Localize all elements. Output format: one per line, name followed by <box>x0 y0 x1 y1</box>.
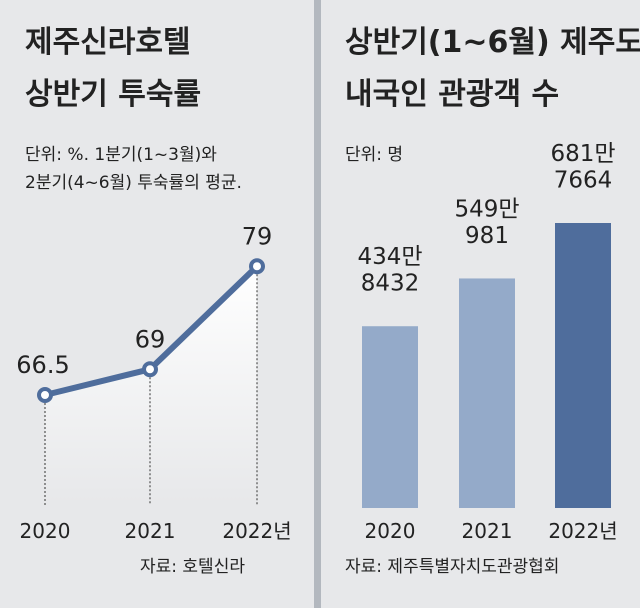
unit-note: 단위: 명 <box>345 145 403 165</box>
value-label: 66.5 <box>16 351 69 379</box>
x-tick-label: 2022년 <box>548 519 617 543</box>
chart-title: 상반기(1~6월) 제주도 <box>345 25 640 60</box>
point <box>142 361 158 378</box>
bar <box>362 326 418 508</box>
x-tick-label: 2021 <box>462 519 513 543</box>
bar <box>555 223 611 508</box>
value-label: 79 <box>242 222 273 250</box>
chart-title: 내국인 관광객 수 <box>345 77 559 112</box>
chart-title: 상반기 투숙률 <box>25 77 201 112</box>
value-label: 681만 7664 <box>550 141 615 193</box>
area <box>45 266 257 505</box>
value-label: 434만 8432 <box>357 244 422 296</box>
x-tick-label: 2020 <box>20 519 71 543</box>
value-label: 549만 981 <box>454 196 519 248</box>
unit-note: 2분기(4~6월) 투숙률의 평균. <box>25 173 242 193</box>
point <box>37 387 53 403</box>
divider <box>314 0 321 608</box>
source: 자료: 호텔신라 <box>140 557 245 577</box>
unit-note: 단위: %. 1분기(1~3월)와 <box>25 145 217 165</box>
value-label: 69 <box>135 325 166 353</box>
x-tick-label: 2022년 <box>222 519 291 543</box>
source: 자료: 제주특별자치도관광협회 <box>345 557 559 577</box>
chart-title: 제주신라호텔 <box>25 25 191 60</box>
x-tick-label: 2021 <box>125 519 176 543</box>
x-tick-label: 2020 <box>365 519 416 543</box>
point <box>249 258 265 275</box>
bar <box>459 278 515 508</box>
